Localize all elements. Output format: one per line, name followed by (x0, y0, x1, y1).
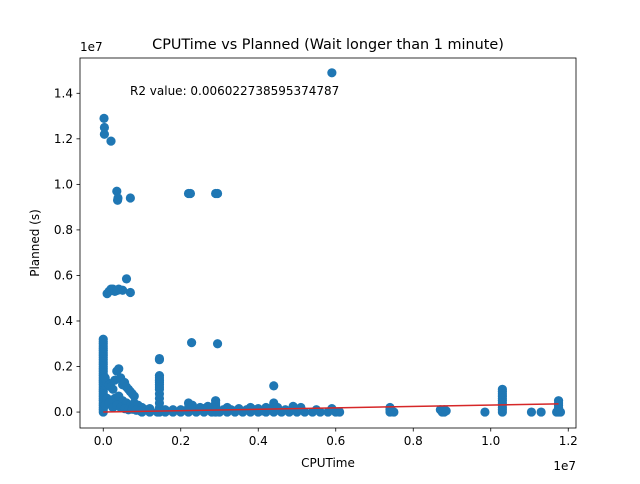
r2-annotation: R2 value: 0.006022738595374787 (130, 84, 339, 98)
data-point (108, 384, 118, 394)
y-tick-label: 0.4 (54, 314, 73, 328)
data-point (389, 407, 399, 417)
x-tick-label: 0.2 (171, 434, 190, 448)
data-point (113, 193, 123, 203)
regression-line-group (103, 403, 559, 413)
x-tick-label: 0.8 (404, 434, 423, 448)
x-offset-text: 1e7 (553, 459, 576, 473)
data-point (168, 405, 178, 415)
y-tick-label: 1.0 (54, 177, 73, 191)
y-tick-label: 1.2 (54, 132, 73, 146)
data-point (185, 188, 196, 199)
chart-title: CPUTime vs Planned (Wait longer than 1 m… (152, 37, 504, 53)
data-point (212, 188, 223, 199)
data-point (269, 381, 279, 391)
data-point (212, 339, 223, 349)
data-point (273, 402, 283, 413)
data-point (327, 68, 337, 78)
data-point (176, 405, 186, 415)
y-tick-label: 0.6 (54, 268, 73, 282)
data-point (129, 391, 139, 401)
scatter-points (98, 68, 566, 417)
x-tick-label: 0.6 (326, 434, 345, 448)
y-axis-label: Planned (s) (28, 209, 42, 277)
x-tick-label: 1.0 (481, 434, 500, 448)
y-tick-label: 0.8 (54, 223, 73, 237)
data-point (152, 407, 163, 417)
data-point (335, 407, 345, 417)
data-point (245, 402, 256, 413)
data-point (441, 406, 451, 416)
x-tick-label: 0.0 (94, 434, 113, 448)
data-point (203, 401, 213, 411)
data-point (114, 364, 124, 374)
x-axis-label: CPUTime (301, 456, 355, 470)
x-tick-label: 0.4 (249, 434, 268, 448)
y-tick-label: 0.2 (54, 360, 73, 374)
data-point (112, 186, 122, 196)
data-point (154, 355, 165, 365)
data-point (121, 274, 132, 284)
axis-ticks: 0.0 0.2 0.4 0.6 0.8 1.0 1.2 0.0 0.2 0.4 0.6 0.8 1.0 1… (54, 86, 578, 448)
data-point (230, 406, 240, 416)
data-point (99, 129, 110, 139)
data-point (99, 122, 110, 133)
data-point (555, 407, 566, 417)
x-tick-label: 1.2 (559, 434, 578, 448)
data-point (261, 402, 271, 413)
data-point (125, 193, 135, 203)
data-point (112, 285, 123, 295)
data-point (106, 136, 116, 146)
data-point (187, 400, 197, 410)
data-point (480, 407, 490, 417)
data-point (187, 338, 197, 348)
plot-frame (79, 57, 577, 429)
data-point (280, 405, 290, 415)
y-tick-label: 0.0 (54, 405, 73, 419)
data-point (98, 334, 108, 344)
data-point (292, 405, 302, 415)
y-tick-label: 1.4 (54, 86, 73, 100)
data-point (125, 287, 135, 298)
data-point (536, 407, 546, 417)
data-point (526, 407, 537, 417)
data-point (311, 405, 321, 415)
regression-line (103, 403, 559, 413)
data-point (99, 113, 109, 123)
data-point (145, 407, 155, 417)
data-point (497, 407, 507, 417)
data-point (160, 405, 170, 415)
y-offset-text: 1e7 (80, 40, 103, 54)
